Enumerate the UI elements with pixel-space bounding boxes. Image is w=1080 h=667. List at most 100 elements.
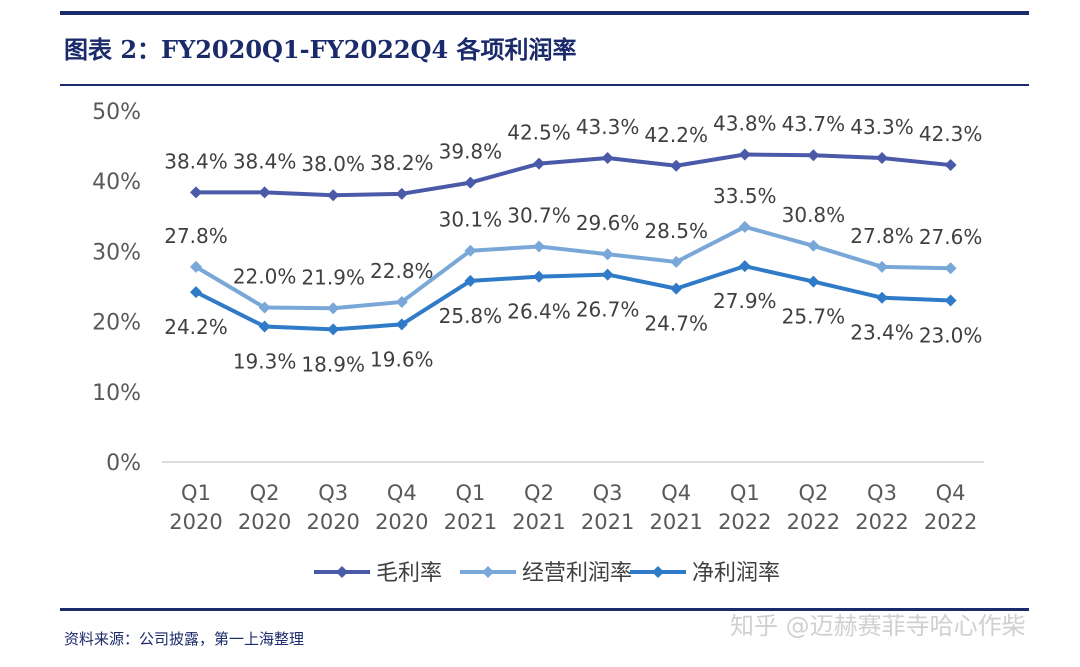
series-2-data-label: 25.8% xyxy=(439,304,503,328)
series-0-point xyxy=(944,159,957,172)
x-tick-label: Q1 xyxy=(181,481,211,505)
source-note: 资料来源：公司披露，第一上海整理 xyxy=(64,630,305,648)
series-2-point xyxy=(876,291,888,304)
series-1-point xyxy=(395,295,408,308)
x-tick-label: Q3 xyxy=(867,481,897,505)
series-2-point xyxy=(807,275,820,288)
series-line-0 xyxy=(196,152,951,198)
series-2-data-label: 24.2% xyxy=(164,315,228,339)
x-tick-label: 2020 xyxy=(375,510,428,534)
series-1-point xyxy=(670,255,683,268)
series-2-data-label: 27.9% xyxy=(713,289,777,313)
series-0-data-label: 43.3% xyxy=(850,115,914,139)
x-tick-label: Q1 xyxy=(455,481,485,505)
x-tick-label: 2021 xyxy=(581,510,634,534)
x-tick-label: 2022 xyxy=(787,510,840,534)
series-0-data-label: 38.4% xyxy=(233,149,297,173)
legend-label: 经营利润率 xyxy=(522,561,632,586)
series-1-data-label: 33.5% xyxy=(713,184,777,208)
series-0-point xyxy=(601,152,614,165)
series-0-data-label: 38.0% xyxy=(301,152,365,176)
x-tick-label: Q4 xyxy=(661,481,691,505)
series-0-data-label: 39.8% xyxy=(439,140,503,164)
series-2-point xyxy=(738,260,751,273)
series-1-data-label: 30.7% xyxy=(507,203,571,227)
series-0-data-label: 43.8% xyxy=(713,112,777,136)
series-0-point xyxy=(670,159,683,172)
legend-marker-1 xyxy=(482,566,494,578)
x-tick-label: 2020 xyxy=(169,510,222,534)
series-line-1 xyxy=(194,224,951,311)
x-tick-label: Q1 xyxy=(730,481,760,505)
x-tick-label: Q4 xyxy=(936,481,966,505)
series-0-data-label: 42.3% xyxy=(919,122,983,146)
legend-marker-2 xyxy=(652,566,664,578)
series-2-data-label: 19.3% xyxy=(233,350,297,374)
x-tick-label: 2021 xyxy=(649,510,702,534)
x-tick-label: Q2 xyxy=(250,481,280,505)
series-2-data-label: 18.9% xyxy=(301,352,365,376)
series-2-data-label: 23.4% xyxy=(850,321,914,345)
watermark: 知乎 @迈赫赛菲寺哈心作柴 xyxy=(730,612,1026,640)
series-2-data-label: 19.6% xyxy=(370,347,434,371)
series-2-data-label: 23.0% xyxy=(919,324,983,348)
series-2-point xyxy=(395,318,408,331)
series-0-point xyxy=(807,149,820,162)
x-tick-label: Q2 xyxy=(798,481,828,505)
series-1-point xyxy=(944,262,957,275)
series-1-point xyxy=(190,260,202,273)
series-2-point xyxy=(601,268,614,281)
series-0-data-label: 43.3% xyxy=(576,115,640,139)
series-1-point xyxy=(533,240,545,253)
x-tick-label: Q2 xyxy=(524,481,554,505)
series-2-data-label: 26.4% xyxy=(507,300,571,324)
legend-marker-0 xyxy=(336,566,348,578)
x-tick-label: 2020 xyxy=(306,510,359,534)
series-0-point xyxy=(464,176,477,189)
x-tick-label: 2021 xyxy=(444,510,497,534)
series-2-point xyxy=(944,294,957,307)
series-1-data-label: 21.9% xyxy=(301,265,365,289)
x-tick-label: 2022 xyxy=(924,510,977,534)
series-0-point xyxy=(258,186,271,199)
series-1-point xyxy=(327,302,340,315)
series-1-data-label: 28.5% xyxy=(644,219,708,243)
series-0-data-label: 42.2% xyxy=(644,123,708,147)
series-2-data-label: 24.7% xyxy=(644,312,708,336)
series-0-point xyxy=(327,189,340,202)
series-1-data-label: 22.0% xyxy=(233,265,297,289)
series-0-point xyxy=(533,157,545,170)
series-1-data-label: 29.6% xyxy=(576,211,640,235)
y-tick-label: 10% xyxy=(92,381,141,406)
series-2-data-label: 26.7% xyxy=(576,298,640,322)
series-line-2 xyxy=(195,264,951,332)
title-rule xyxy=(60,84,1029,86)
series-1-data-label: 22.8% xyxy=(370,259,434,283)
series-0-point xyxy=(876,152,888,165)
series-2-point xyxy=(327,323,340,336)
series-2-point xyxy=(533,270,545,283)
bottom-rule xyxy=(60,608,1029,611)
top-rule xyxy=(60,11,1029,15)
series-1-data-label: 30.1% xyxy=(439,208,503,232)
x-tick-label: 2022 xyxy=(718,510,771,534)
series-2-data-label: 25.7% xyxy=(782,305,846,329)
legend-label: 净利润率 xyxy=(692,561,780,586)
series-1-data-label: 30.8% xyxy=(782,203,846,227)
x-tick-label: 2022 xyxy=(855,510,908,534)
series-0-data-label: 43.7% xyxy=(782,112,846,136)
x-tick-label: Q4 xyxy=(387,481,417,505)
series-0-point xyxy=(395,187,408,200)
y-tick-label: 40% xyxy=(92,170,141,195)
series-1-data-label: 27.8% xyxy=(850,224,914,248)
y-tick-label: 20% xyxy=(92,311,141,336)
series-2-point xyxy=(670,282,683,295)
series-2-point xyxy=(190,286,202,299)
series-1-point xyxy=(876,260,888,273)
series-1-point xyxy=(601,248,614,261)
series-0-data-label: 38.2% xyxy=(370,151,434,175)
x-tick-label: 2021 xyxy=(512,510,565,534)
series-0-data-label: 38.4% xyxy=(164,149,228,173)
y-tick-label: 30% xyxy=(92,240,141,265)
